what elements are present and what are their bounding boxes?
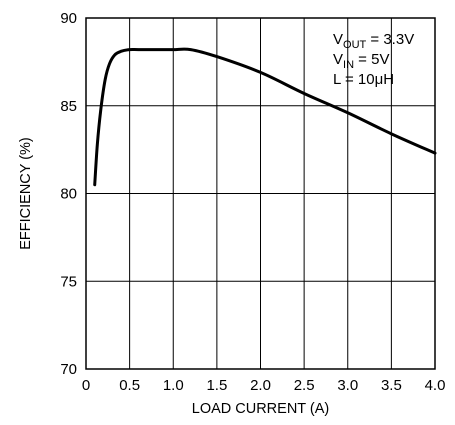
x-tick-label: 1.0 <box>163 377 184 394</box>
x-tick-label: 0 <box>82 377 90 394</box>
annotation-line: VOUT = 3.3V <box>333 31 414 51</box>
x-tick-label: 3.5 <box>381 377 402 394</box>
y-tick-label: 80 <box>60 186 77 203</box>
annotation-line: VIN = 5V <box>333 51 389 71</box>
y-tick-label: 75 <box>60 273 77 290</box>
x-tick-label: 1.5 <box>206 377 227 394</box>
x-tick-label: 3.0 <box>337 377 358 394</box>
x-tick-label: 2.0 <box>250 377 271 394</box>
x-tick-label: 0.5 <box>119 377 140 394</box>
y-tick-label: 85 <box>60 98 77 115</box>
y-tick-label: 70 <box>60 361 77 378</box>
chart-grid <box>86 18 435 369</box>
annotation-line: L = 10μH <box>333 71 394 88</box>
y-tick-label: 90 <box>60 10 77 27</box>
efficiency-curve <box>93 47 437 187</box>
y-axis-title: EFFICIENCY (%) <box>18 137 34 250</box>
x-axis-title: LOAD CURRENT (A) <box>192 401 330 417</box>
x-tick-labels: 0 0.5 1.0 1.5 2.0 2.5 3.0 3.5 4.0 <box>82 377 446 394</box>
y-tick-labels: 70 75 80 85 90 <box>60 10 77 378</box>
plot-frame <box>85 17 436 370</box>
x-tick-label: 4.0 <box>425 377 446 394</box>
x-tick-label: 2.5 <box>294 377 315 394</box>
